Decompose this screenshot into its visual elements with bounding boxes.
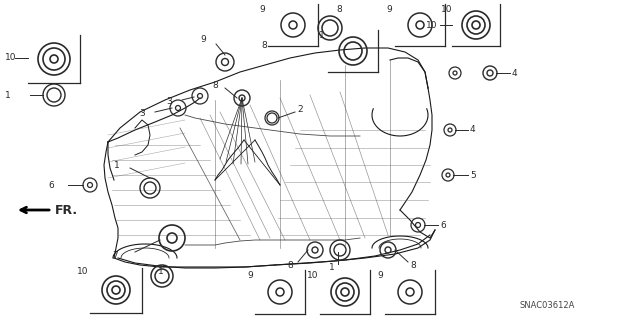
Text: 1: 1 [5, 91, 11, 100]
Text: 1: 1 [115, 160, 120, 169]
Text: 10: 10 [77, 268, 88, 277]
Text: 8: 8 [336, 5, 342, 14]
Text: 6: 6 [440, 220, 445, 229]
Text: 9: 9 [247, 271, 253, 279]
Text: SNAC03612A: SNAC03612A [520, 300, 575, 309]
Text: 10: 10 [307, 271, 318, 279]
Text: 8: 8 [261, 41, 267, 50]
Text: 10: 10 [440, 5, 452, 14]
Text: 3: 3 [140, 109, 145, 118]
Text: 1: 1 [329, 263, 335, 271]
Text: 4: 4 [512, 69, 518, 78]
Text: 10: 10 [5, 54, 17, 63]
Text: 1: 1 [158, 268, 164, 277]
Text: FR.: FR. [55, 204, 78, 217]
Text: 9: 9 [259, 5, 265, 14]
Text: 8: 8 [410, 261, 416, 270]
Text: 9: 9 [200, 35, 206, 44]
Text: 8: 8 [212, 80, 218, 90]
Text: 2: 2 [297, 106, 303, 115]
Text: 8: 8 [287, 261, 293, 270]
Text: 1: 1 [319, 31, 325, 40]
Text: 10: 10 [426, 20, 437, 29]
Text: 7: 7 [112, 251, 118, 261]
Text: 3: 3 [166, 98, 172, 107]
Text: 9: 9 [377, 271, 383, 279]
Text: 4: 4 [470, 125, 476, 135]
Text: 9: 9 [387, 5, 392, 14]
Text: 6: 6 [48, 181, 54, 189]
Text: 5: 5 [470, 170, 476, 180]
